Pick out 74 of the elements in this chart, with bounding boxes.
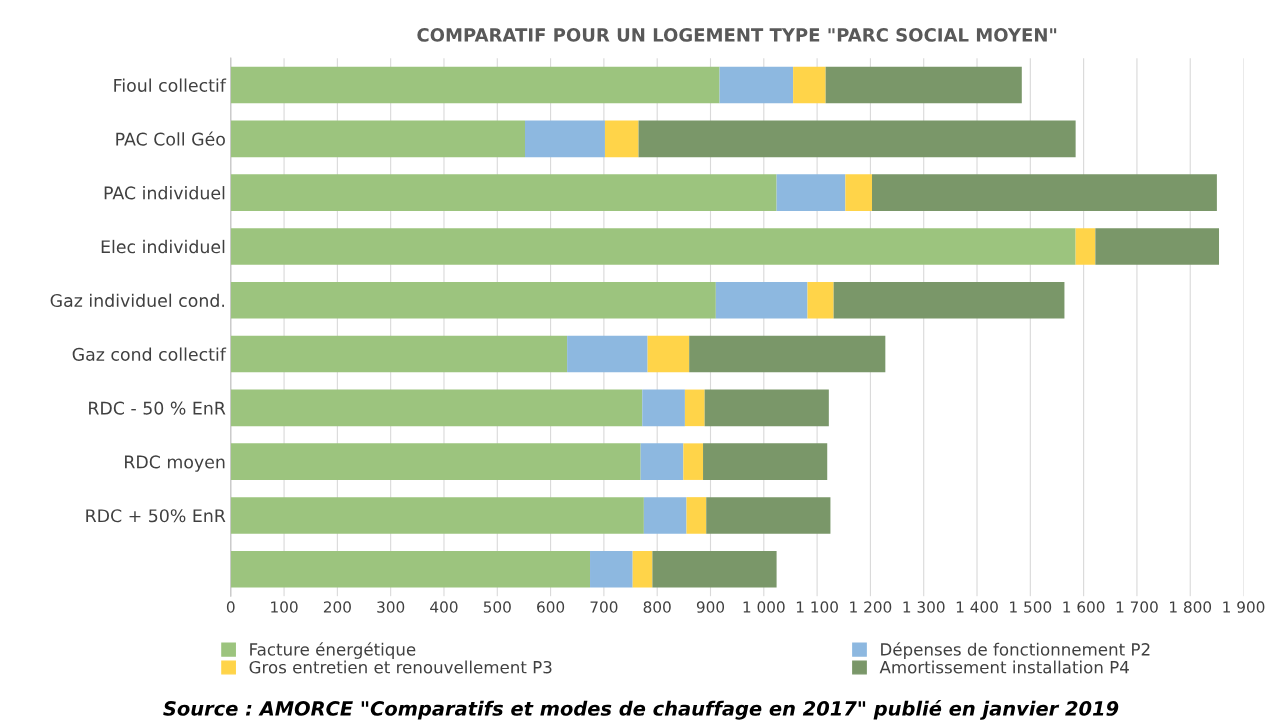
x-tick-label: 600 <box>537 601 565 613</box>
bar <box>689 335 886 373</box>
x-tick-label: 900 <box>696 601 725 613</box>
bar <box>683 443 704 480</box>
bar <box>719 66 794 104</box>
y-tick-label: RDC + 50% EnR <box>86 509 226 523</box>
bar <box>845 174 873 211</box>
y-tick-label: Elec individuel <box>101 239 225 254</box>
chart-title: COMPARATIF POUR UN LOGEMENT TYPE "PARC SOCIAL MOYEN" <box>417 28 1057 42</box>
x-tick-label: 700 <box>590 601 618 613</box>
legend-label: Amortissement installation P4 <box>879 660 1129 674</box>
x-tick-label: 1 100 <box>796 601 838 613</box>
x-tick-label: 1 000 <box>743 601 785 613</box>
bar <box>715 281 808 319</box>
x-tick-label: 100 <box>271 601 298 613</box>
x-tick-label: 1 300 <box>903 601 945 613</box>
bar <box>638 120 1076 158</box>
x-tick-label: 300 <box>377 601 405 613</box>
x-tick-label: 1 900 <box>1223 601 1265 613</box>
bar <box>230 66 720 104</box>
y-tick-label: RDC - 50 % EnR <box>89 401 226 415</box>
y-tick-label: RDC moyen <box>125 455 225 472</box>
bar <box>230 497 644 534</box>
x-tick-label: 1 400 <box>956 601 998 613</box>
bar <box>703 443 828 480</box>
bar <box>230 389 643 427</box>
bar <box>230 550 591 588</box>
x-tick-label: 1 800 <box>1170 601 1212 613</box>
x-tick-label: 1 700 <box>1116 601 1158 613</box>
bar <box>230 281 716 319</box>
x-tick-label: 0 <box>226 601 235 613</box>
bar <box>640 443 684 480</box>
bar <box>590 550 633 588</box>
legend-label: Facture énergétique <box>250 642 416 659</box>
y-tick-label: PAC individuel <box>104 186 225 200</box>
legend-label: Gros entretien et renouvellement P3 <box>249 660 552 674</box>
bar <box>793 66 826 104</box>
x-tick-label: 400 <box>430 601 458 613</box>
bar <box>1075 228 1096 265</box>
bar <box>807 281 834 319</box>
x-tick-label: 800 <box>643 601 671 613</box>
bar <box>684 389 705 427</box>
bar <box>825 66 1022 104</box>
bar <box>1095 228 1220 265</box>
bar <box>652 550 777 588</box>
bar <box>632 550 653 588</box>
x-tick-label: 1 200 <box>850 601 892 613</box>
bar <box>230 335 568 373</box>
y-tick-label: Gaz cond collectif <box>72 347 227 361</box>
bar <box>230 228 1076 265</box>
bar <box>567 335 648 373</box>
bar <box>230 174 777 211</box>
bar <box>604 120 639 158</box>
bar <box>686 497 707 534</box>
bar <box>833 281 1065 319</box>
bar <box>643 497 687 534</box>
y-tick-label: Fioul collectif <box>114 78 227 92</box>
x-tick-label: 1 600 <box>1063 601 1105 613</box>
x-tick-label: 200 <box>323 601 351 613</box>
bar <box>872 174 1217 211</box>
bar <box>230 443 641 480</box>
bar <box>230 120 525 158</box>
legend-label: Dépenses de fonctionnement P2 <box>881 642 1150 659</box>
bar <box>642 389 685 427</box>
bar <box>706 497 831 534</box>
bar <box>776 174 846 211</box>
y-tick-label: PAC Coll Géo <box>116 131 225 146</box>
source-note: Source : AMORCE "Comparatifs et modes de chauffage en 2017" publié en janvier 2019 <box>163 699 1119 720</box>
x-tick-label: 500 <box>483 601 511 613</box>
x-tick-label: 1 500 <box>1010 601 1052 613</box>
bar <box>647 335 690 373</box>
bar <box>525 120 605 158</box>
y-tick-label: Gaz individuel cond. <box>50 293 225 308</box>
bar <box>704 389 829 427</box>
